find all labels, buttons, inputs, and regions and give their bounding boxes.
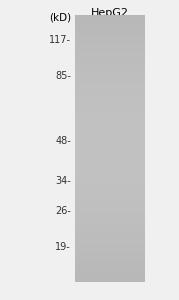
Bar — [75, 145, 145, 146]
Bar — [75, 136, 145, 137]
Bar — [75, 140, 145, 141]
Bar — [75, 145, 145, 146]
Bar — [75, 142, 145, 143]
Bar — [75, 135, 145, 136]
Bar — [75, 139, 145, 140]
Bar — [75, 138, 145, 139]
Bar — [75, 136, 145, 137]
Bar — [75, 134, 145, 135]
Bar — [75, 139, 145, 140]
Bar — [75, 140, 145, 141]
Bar — [75, 134, 145, 135]
Bar — [75, 147, 145, 148]
Text: 117-: 117- — [49, 34, 71, 44]
Text: HepG2: HepG2 — [91, 8, 129, 18]
Bar — [75, 137, 145, 138]
Bar — [75, 143, 145, 144]
Text: 34-: 34- — [55, 176, 71, 186]
Bar — [75, 136, 145, 137]
Text: (kD): (kD) — [49, 13, 71, 23]
Bar — [75, 138, 145, 139]
Text: 19-: 19- — [55, 242, 71, 252]
Bar — [75, 134, 145, 135]
Bar — [75, 141, 145, 142]
Bar — [75, 135, 145, 136]
Bar — [75, 141, 145, 142]
Text: 48-: 48- — [55, 136, 71, 146]
Bar — [75, 143, 145, 144]
Bar — [75, 140, 145, 141]
Bar — [75, 147, 145, 148]
Bar — [75, 145, 145, 146]
Bar — [75, 142, 145, 143]
Bar — [75, 147, 145, 148]
Bar — [75, 146, 145, 147]
Bar — [75, 142, 145, 143]
Text: 26-: 26- — [55, 206, 71, 216]
Bar — [75, 144, 145, 145]
Bar — [75, 138, 145, 139]
Bar — [75, 137, 145, 138]
Bar — [75, 146, 145, 147]
Text: 85-: 85- — [55, 71, 71, 81]
Bar — [75, 144, 145, 145]
